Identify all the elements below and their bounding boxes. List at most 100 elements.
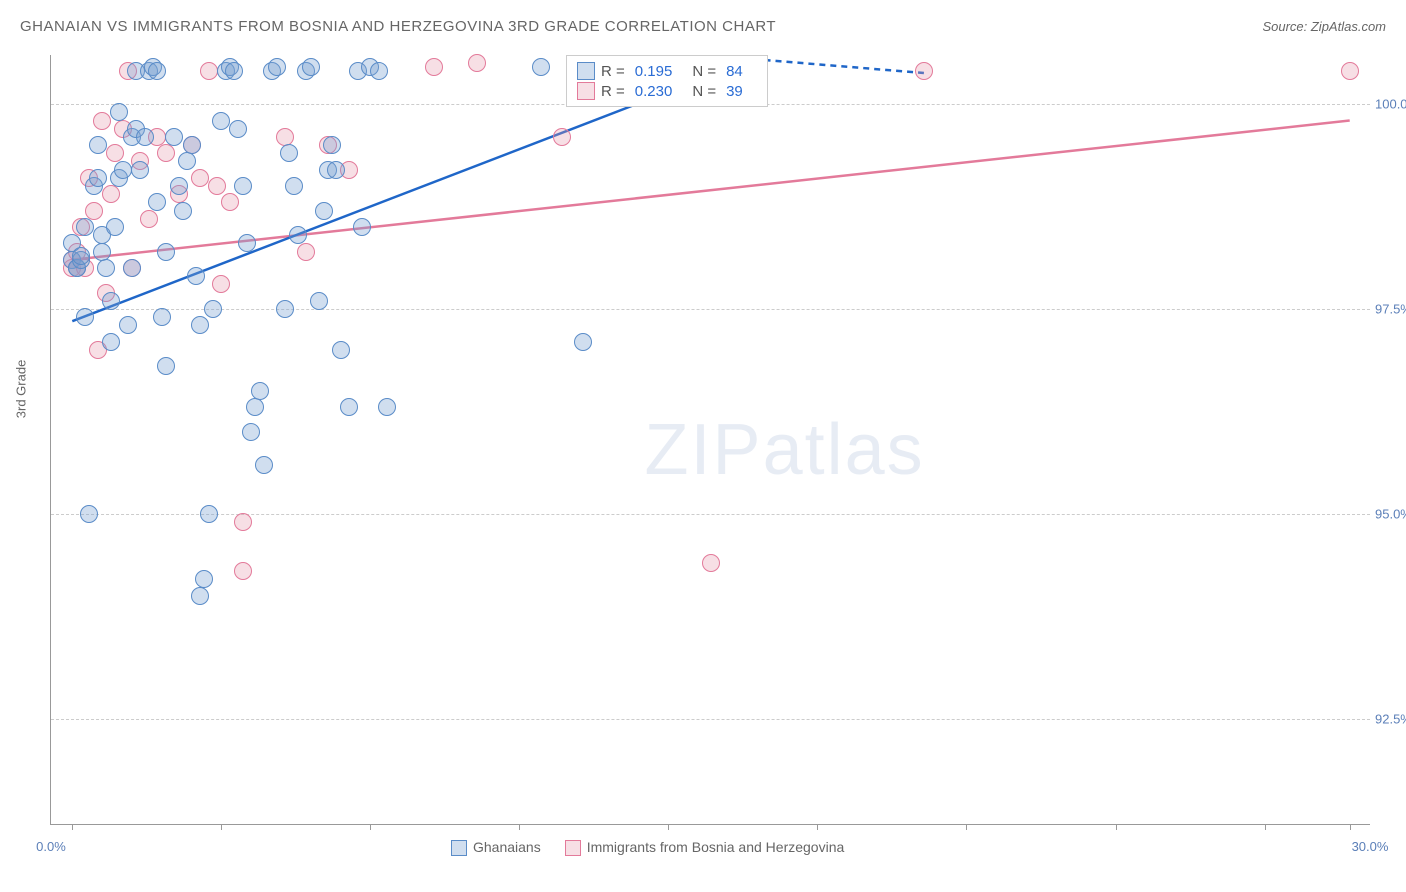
point-blue xyxy=(106,218,124,236)
point-blue xyxy=(323,136,341,154)
point-blue xyxy=(370,62,388,80)
point-blue xyxy=(89,136,107,154)
series-legend: Ghanaians Immigrants from Bosnia and Her… xyxy=(451,839,844,856)
x-tick xyxy=(966,824,967,830)
point-blue xyxy=(234,177,252,195)
point-blue xyxy=(191,587,209,605)
point-blue xyxy=(89,169,107,187)
point-blue xyxy=(229,120,247,138)
point-blue xyxy=(302,58,320,76)
trend-line-blue-dashed xyxy=(754,59,924,73)
point-pink xyxy=(702,554,720,572)
point-blue xyxy=(340,398,358,416)
x-tick xyxy=(72,824,73,830)
point-pink xyxy=(1341,62,1359,80)
legend-pink-icon xyxy=(565,840,581,856)
point-blue xyxy=(157,243,175,261)
point-blue xyxy=(170,177,188,195)
point-blue xyxy=(157,357,175,375)
point-blue xyxy=(165,128,183,146)
point-pink xyxy=(106,144,124,162)
legend-item-ghanaians: Ghanaians xyxy=(451,839,541,856)
point-blue xyxy=(114,161,132,179)
point-blue xyxy=(123,259,141,277)
point-blue xyxy=(131,161,149,179)
point-blue xyxy=(178,152,196,170)
point-blue xyxy=(315,202,333,220)
source-label: Source: ZipAtlas.com xyxy=(1262,19,1386,34)
trend-line-pink xyxy=(72,121,1349,260)
x-tick xyxy=(668,824,669,830)
point-blue xyxy=(310,292,328,310)
point-blue xyxy=(378,398,396,416)
point-pink xyxy=(221,193,239,211)
point-blue xyxy=(195,570,213,588)
x-min-label: 0.0% xyxy=(36,839,66,854)
legend-blue-icon xyxy=(451,840,467,856)
point-blue xyxy=(285,177,303,195)
y-tick-label: 95.0% xyxy=(1375,506,1406,521)
correlation-legend: R = 0.195 N = 84 R = 0.230 N = 39 xyxy=(566,55,768,107)
point-pink xyxy=(234,513,252,531)
legend-item-bosnia: Immigrants from Bosnia and Herzegovina xyxy=(565,839,845,856)
point-pink xyxy=(915,62,933,80)
legend-row-blue: R = 0.195 N = 84 xyxy=(577,62,757,80)
x-tick xyxy=(1265,824,1266,830)
point-blue xyxy=(72,247,90,265)
x-tick xyxy=(817,824,818,830)
point-blue xyxy=(110,103,128,121)
point-blue xyxy=(251,382,269,400)
legend-blue-swatch xyxy=(577,62,595,80)
point-blue xyxy=(532,58,550,76)
point-blue xyxy=(148,193,166,211)
point-blue xyxy=(255,456,273,474)
point-pink xyxy=(276,128,294,146)
x-max-label: 30.0% xyxy=(1352,839,1389,854)
point-blue xyxy=(204,300,222,318)
y-tick-label: 97.5% xyxy=(1375,301,1406,316)
point-blue xyxy=(238,234,256,252)
x-tick xyxy=(1116,824,1117,830)
point-blue xyxy=(276,300,294,318)
y-tick-label: 92.5% xyxy=(1375,711,1406,726)
point-blue xyxy=(225,62,243,80)
point-blue xyxy=(327,161,345,179)
point-blue xyxy=(76,308,94,326)
point-pink xyxy=(553,128,571,146)
x-tick xyxy=(519,824,520,830)
point-blue xyxy=(76,218,94,236)
point-pink xyxy=(93,112,111,130)
point-blue xyxy=(119,316,137,334)
plot-area: 3rd Grade 92.5%95.0%97.5%100.0% ZIPatlas… xyxy=(50,55,1370,825)
point-blue xyxy=(102,333,120,351)
legend-row-pink: R = 0.230 N = 39 xyxy=(577,82,757,100)
y-axis-label: 3rd Grade xyxy=(14,359,29,418)
point-pink xyxy=(468,54,486,72)
point-blue xyxy=(191,316,209,334)
point-blue xyxy=(153,308,171,326)
point-pink xyxy=(212,275,230,293)
point-blue xyxy=(148,62,166,80)
point-blue xyxy=(200,505,218,523)
point-blue xyxy=(212,112,230,130)
point-pink xyxy=(234,562,252,580)
legend-pink-swatch xyxy=(577,82,595,100)
point-blue xyxy=(574,333,592,351)
point-blue xyxy=(102,292,120,310)
x-tick xyxy=(1350,824,1351,830)
point-blue xyxy=(246,398,264,416)
point-blue xyxy=(332,341,350,359)
point-pink xyxy=(200,62,218,80)
x-tick xyxy=(370,824,371,830)
point-blue xyxy=(280,144,298,162)
point-blue xyxy=(242,423,260,441)
y-tick-label: 100.0% xyxy=(1375,97,1406,112)
point-pink xyxy=(102,185,120,203)
point-blue xyxy=(353,218,371,236)
point-blue xyxy=(97,259,115,277)
point-blue xyxy=(268,58,286,76)
point-blue xyxy=(289,226,307,244)
point-blue xyxy=(183,136,201,154)
point-pink xyxy=(191,169,209,187)
chart-title: GHANAIAN VS IMMIGRANTS FROM BOSNIA AND H… xyxy=(20,18,776,35)
